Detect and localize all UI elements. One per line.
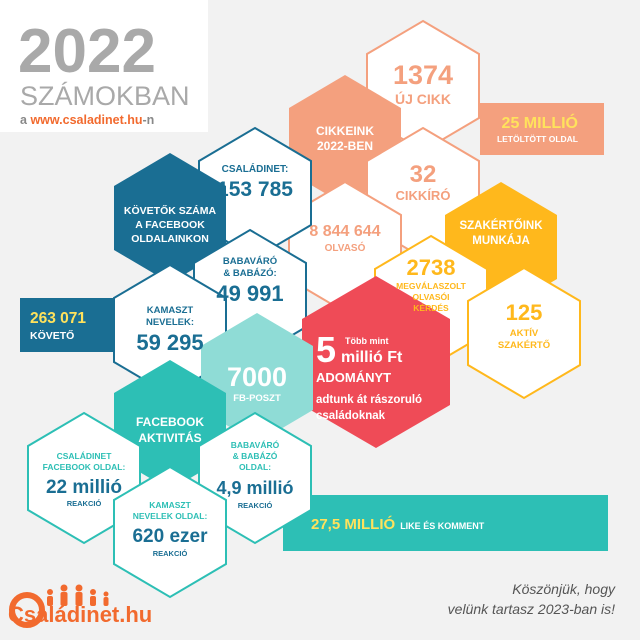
followers-total-value: 263 071 bbox=[30, 310, 86, 327]
family-figures-icon bbox=[47, 584, 109, 606]
follow-babavaro-line1: BABAVÁRÓ bbox=[223, 255, 277, 267]
activity-csaladinet-line2: FACEBOOK OLDAL: bbox=[43, 462, 126, 472]
readers-value: 8 844 644 bbox=[309, 223, 380, 240]
subtitle: SZÁMOKBAN bbox=[20, 81, 190, 111]
follow-babavaro-line2: & BABÁZÓ: bbox=[223, 267, 276, 279]
fb-posts-label: FB-POSZT bbox=[233, 393, 281, 404]
active-experts-line1: AKTÍV bbox=[510, 328, 539, 339]
downloads-label: LETÖLTÖTT OLDAL bbox=[497, 134, 578, 144]
donation-prefix: Több mint bbox=[345, 336, 389, 346]
title-box bbox=[0, 0, 208, 132]
active-experts-line2: SZAKÉRTŐ bbox=[498, 339, 550, 351]
logo-text: Családinet.hu bbox=[8, 602, 152, 627]
donation-line1: adtunk át rászoruló bbox=[316, 394, 422, 406]
follow-csaladinet-label: CSALÁDINET: bbox=[222, 162, 289, 175]
fb-posts-value: 7000 bbox=[227, 362, 287, 392]
donation-headline: ADOMÁNYT bbox=[316, 370, 391, 385]
followers-label-line1: KÖVETŐK SZÁMA bbox=[124, 204, 217, 217]
answered-value: 2738 bbox=[407, 255, 456, 280]
readers-label: OLVASÓ bbox=[325, 241, 366, 254]
hex-followers-label bbox=[114, 153, 226, 283]
source-line: a www.csaladinet.hu-n bbox=[20, 113, 154, 127]
csaladinet-logo[interactable]: Családinet.hu bbox=[8, 584, 152, 628]
donation-amount: millió Ft bbox=[341, 349, 403, 366]
donation-number: 5 bbox=[316, 329, 336, 370]
activity-kamaszt-line2: NEVELEK OLDAL: bbox=[133, 511, 208, 521]
downloads-banner bbox=[480, 103, 604, 155]
activity-babavaro-line2: & BABÁZÓ bbox=[233, 450, 278, 461]
authors-value: 32 bbox=[410, 161, 437, 188]
follow-kamaszt-value: 59 295 bbox=[136, 330, 203, 355]
activity-label-line2: AKTIVITÁS bbox=[138, 430, 201, 445]
followers-total-label: KÖVETŐ bbox=[30, 329, 74, 342]
hex-grid bbox=[27, 19, 581, 599]
hex-fb-posts bbox=[201, 313, 313, 443]
activity-total-value: 27,5 MILLIÓ bbox=[311, 515, 396, 533]
year-title: 2022 bbox=[18, 17, 156, 86]
activity-kamaszt-unit: REAKCIÓ bbox=[153, 549, 188, 558]
follow-babavaro-value: 49 991 bbox=[216, 281, 283, 306]
activity-csaladinet-line1: CSALÁDINET bbox=[57, 451, 113, 461]
activity-banner bbox=[283, 495, 608, 551]
hex-active-experts bbox=[467, 266, 581, 400]
activity-babavaro-line1: BABAVÁRÓ bbox=[231, 439, 280, 450]
thanks-line2: velünk tartasz 2023-ban is! bbox=[448, 601, 615, 617]
answered-line2: OLVASÓI bbox=[413, 291, 450, 302]
articles-label-line2: 2022-BEN bbox=[317, 139, 373, 153]
follow-kamaszt-line1: KAMASZT bbox=[147, 305, 194, 316]
activity-csaladinet-unit: REAKCIÓ bbox=[67, 499, 102, 508]
activity-csaladinet-value: 22 millió bbox=[46, 477, 122, 498]
follow-csaladinet-value: 153 785 bbox=[217, 178, 293, 201]
followers-label-line3: OLDALAINKON bbox=[131, 233, 209, 245]
activity-kamaszt-value: 620 ezer bbox=[132, 526, 208, 547]
activity-total-line: 27,5 MILLIÓ LIKE ÉS KOMMENT bbox=[311, 515, 485, 533]
activity-babavaro-value: 4,9 millió bbox=[216, 478, 293, 498]
activity-total-label: LIKE ÉS KOMMENT bbox=[400, 521, 485, 531]
donation-line2: családoknak bbox=[316, 410, 386, 422]
authors-label: CIKKÍRÓ bbox=[396, 188, 451, 203]
logo-c-icon bbox=[9, 592, 45, 628]
articles-label-line1: CIKKEINK bbox=[316, 124, 374, 138]
experts-label-line1: SZAKÉRTŐINK bbox=[459, 219, 543, 232]
hex-donation bbox=[302, 276, 450, 448]
experts-label-line2: MUNKÁJA bbox=[472, 234, 530, 247]
hex-activity-kamaszt bbox=[113, 465, 227, 599]
followers-label-line2: A FACEBOOK bbox=[135, 219, 205, 231]
thanks-line1: Köszönjük, hogy bbox=[512, 581, 616, 597]
activity-kamaszt-line1: KAMASZT bbox=[149, 500, 191, 510]
activity-babavaro-unit: REAKCIÓ bbox=[238, 501, 273, 510]
source-site-link[interactable]: www.csaladinet.hu bbox=[29, 113, 142, 127]
answered-line1: MEGVÁLASZOLT bbox=[396, 281, 467, 291]
hex-activity-csaladinet bbox=[27, 411, 141, 545]
new-articles-value: 1374 bbox=[393, 60, 453, 90]
new-articles-label: ÚJ CIKK bbox=[395, 90, 451, 107]
activity-label-line1: FACEBOOK bbox=[136, 415, 204, 429]
active-experts-value: 125 bbox=[506, 300, 543, 325]
downloads-value: 25 MILLIÓ bbox=[502, 113, 578, 132]
answered-line3: KÉRDÉS bbox=[413, 303, 449, 313]
activity-babavaro-line3: OLDAL: bbox=[239, 462, 271, 472]
follow-kamaszt-line2: NEVELEK: bbox=[146, 317, 194, 328]
